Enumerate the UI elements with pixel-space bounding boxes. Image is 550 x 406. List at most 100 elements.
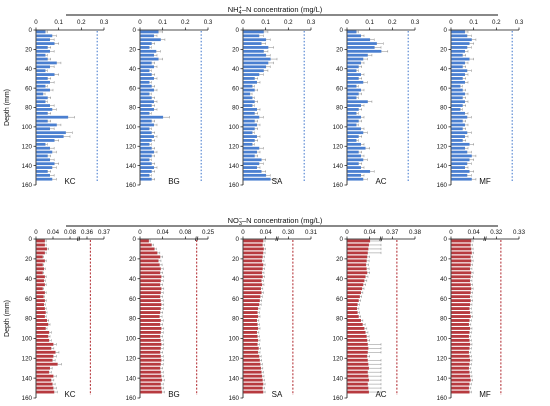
data-bar (243, 346, 259, 350)
data-bar (243, 69, 264, 73)
data-bar (451, 319, 470, 322)
y-tick-label: 100 (437, 336, 448, 343)
y-tick-label: 0 (29, 27, 33, 34)
y-tick-label: 100 (437, 124, 448, 131)
y-tick-label: 0 (340, 27, 344, 34)
y-tick-label: 160 (22, 395, 33, 402)
y-tick-label: 160 (333, 182, 344, 189)
data-bar (347, 42, 377, 45)
data-bar (36, 108, 53, 111)
data-bar (36, 307, 45, 310)
data-bar (347, 34, 361, 38)
x-tick-label: 0.2 (77, 19, 86, 26)
data-bar (243, 366, 261, 370)
data-bar (451, 299, 471, 303)
data-bar (140, 111, 150, 115)
data-bar (36, 146, 50, 150)
data-bar (36, 327, 46, 330)
data-bar (347, 119, 359, 123)
x-tick-label: 0.3 (307, 19, 316, 26)
data-bar (243, 382, 264, 386)
data-bar (243, 111, 255, 115)
y-tick-label: 40 (25, 276, 32, 283)
data-bar (347, 177, 364, 181)
x-tick-label: 0.32 (490, 229, 503, 236)
y-tick-label: 60 (440, 296, 447, 303)
data-bar (451, 283, 471, 287)
panel-label: KC (64, 177, 75, 186)
data-bar (451, 295, 471, 299)
x-tick-label: 0.1 (54, 19, 63, 26)
x-tick-label: 0 (449, 19, 453, 26)
data-bar (243, 287, 261, 291)
data-bar (243, 123, 257, 127)
chart-title: NH4+–N concentration (mg/L) (228, 5, 323, 16)
data-bar (347, 80, 364, 84)
data-bar (36, 275, 45, 279)
data-bar (243, 49, 264, 53)
data-bar (36, 111, 48, 115)
data-bar (347, 275, 366, 279)
x-tick-label: 0.33 (513, 229, 526, 236)
data-bar (36, 30, 46, 34)
x-tick-label: 0.1 (158, 19, 167, 26)
data-bar (451, 119, 463, 123)
data-bar (347, 46, 375, 49)
data-bar (243, 350, 259, 354)
data-bar (243, 307, 259, 310)
data-bar (243, 135, 257, 138)
data-bar (451, 73, 465, 76)
data-bar (451, 88, 463, 92)
data-bar (451, 127, 463, 131)
data-bar (140, 57, 159, 61)
x-tick-label: 0 (34, 19, 38, 26)
data-bar (451, 96, 463, 100)
data-bar (36, 73, 55, 76)
data-bar (243, 38, 267, 42)
data-bar (140, 84, 152, 88)
data-bar (347, 239, 371, 243)
data-bar (347, 358, 368, 362)
data-bar (347, 30, 357, 34)
data-bar (36, 319, 48, 322)
x-tick-label: 0.04 (468, 229, 481, 236)
data-bar (243, 251, 264, 255)
data-bar (140, 170, 152, 173)
data-bar (347, 374, 369, 378)
data-bar (36, 283, 45, 287)
data-bar (140, 390, 162, 394)
data-bar (140, 177, 152, 181)
data-bar (140, 350, 161, 354)
data-bar (451, 259, 472, 263)
data-bar (451, 108, 461, 111)
x-tick-label: 0.08 (179, 229, 192, 236)
data-bar (140, 323, 161, 326)
data-bar (36, 119, 48, 123)
data-bar (36, 80, 50, 84)
data-bar (347, 142, 361, 146)
x-tick-label: 0.1 (261, 19, 270, 26)
data-bar (36, 46, 48, 49)
data-bar (451, 61, 465, 65)
data-bar (140, 319, 161, 322)
data-bar (36, 287, 43, 291)
data-bar (451, 251, 472, 255)
y-tick-label: 140 (333, 375, 344, 382)
y-tick-label: 120 (333, 143, 344, 150)
data-bar (347, 127, 361, 131)
data-bar (243, 177, 271, 181)
data-bar (140, 115, 164, 119)
data-bar (140, 80, 150, 84)
x-tick-label: 0 (241, 19, 245, 26)
y-tick-label: 60 (336, 296, 343, 303)
data-bar (140, 142, 150, 146)
y-tick-label: 120 (437, 355, 448, 362)
data-bar (347, 108, 359, 111)
data-bar (451, 49, 465, 53)
data-bar (243, 243, 263, 247)
y-tick-label: 160 (126, 395, 137, 402)
data-bar (36, 88, 50, 92)
data-bar (140, 173, 150, 177)
data-bar (243, 239, 264, 243)
